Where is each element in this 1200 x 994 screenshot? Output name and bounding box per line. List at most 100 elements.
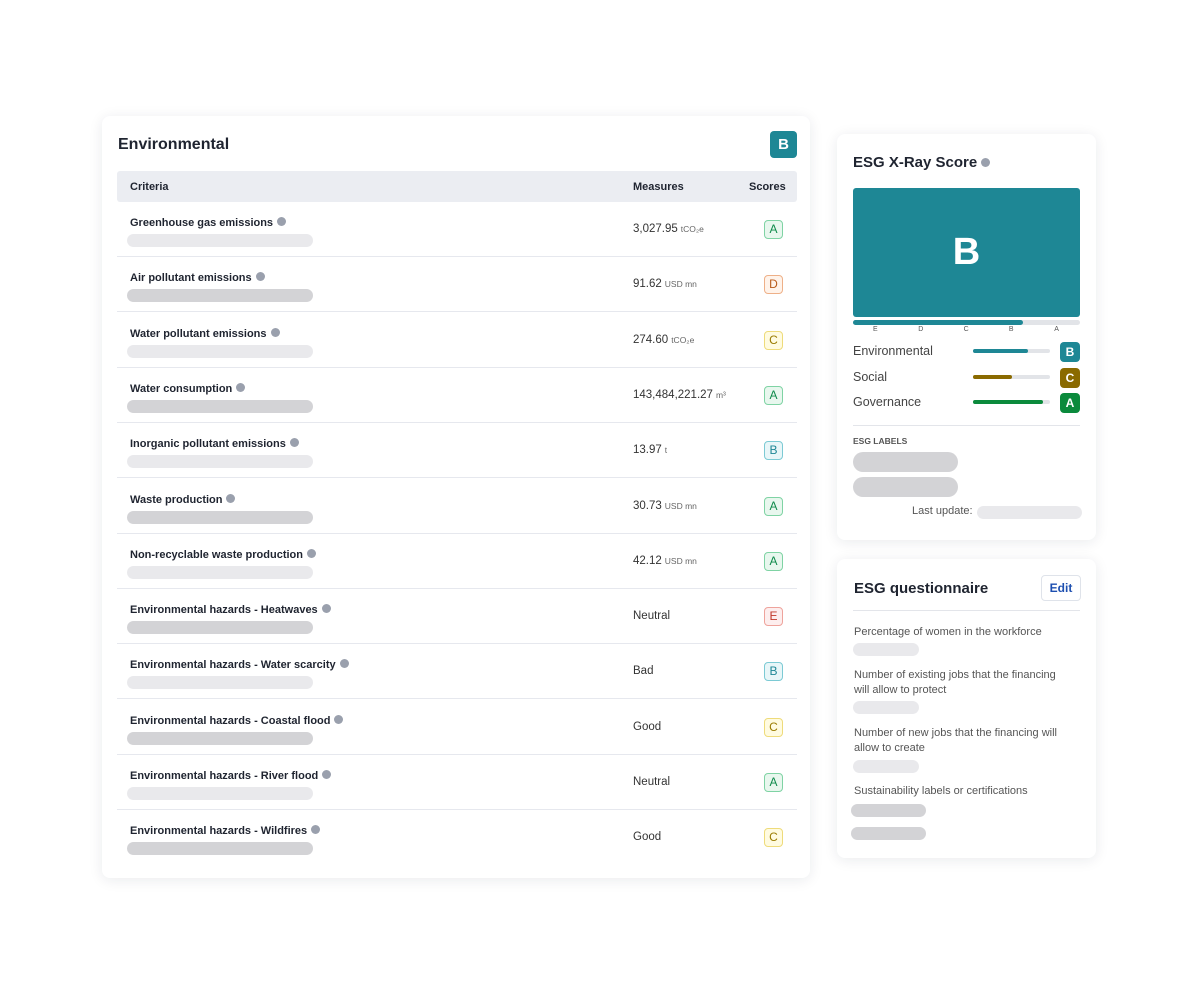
question: Number of new jobs that the financing wi… <box>854 727 1057 754</box>
measure: 13.97 t <box>633 444 668 457</box>
table-row: Environmental hazards - Wildfires Good C <box>117 810 797 865</box>
score-badge: A <box>764 551 783 571</box>
table-row: Waste production 30.73 USD mn A <box>117 479 797 534</box>
table-row: Environmental hazards - Heatwaves Neutral… <box>117 589 797 645</box>
info-icon <box>981 158 991 167</box>
pillar-grade: B <box>1060 342 1080 362</box>
placeholder <box>853 477 958 497</box>
pillar-fill <box>973 400 1044 404</box>
table-row: Inorganic pollutant emissions 13.97 t B <box>117 423 797 479</box>
placeholder <box>127 676 313 690</box>
scale-label: D <box>918 326 924 333</box>
column-header: Scores <box>749 181 786 193</box>
criterion: Environmental hazards - Coastal flood <box>130 714 344 727</box>
score-badge: C <box>764 717 783 737</box>
edit-button[interactable]: Edit <box>1041 575 1081 601</box>
unit: tCO₂e <box>680 224 704 234</box>
criterion: Environmental hazards - Heatwaves <box>130 604 331 616</box>
score-badge: C <box>764 828 783 848</box>
table-row: Non-recyclable waste production 42.12 USD … <box>117 534 797 589</box>
info-icon <box>255 272 265 282</box>
info-icon <box>289 438 299 448</box>
question: Sustainability labels or certifications <box>854 785 1028 797</box>
measure: Neutral <box>633 610 671 623</box>
unit: t <box>664 445 668 456</box>
measure: Good <box>633 720 662 733</box>
placeholder <box>853 452 958 472</box>
pillar-grade: C <box>1060 367 1080 388</box>
pillar-name: Social <box>853 369 888 384</box>
info-icon <box>226 493 236 503</box>
unit: tCO₂e <box>671 334 695 345</box>
pillar-track <box>973 374 1050 379</box>
section-label: ESG LABELS <box>853 436 908 446</box>
placeholder <box>127 621 313 635</box>
unit: USD mn <box>664 279 697 290</box>
pillar-name: Environmental <box>853 344 933 358</box>
info-icon <box>322 770 332 779</box>
placeholder <box>127 455 313 469</box>
criterion: Environmental hazards - Wildfires <box>130 825 321 837</box>
pillar-name: Governance <box>853 395 922 409</box>
score-badge: E <box>764 607 783 627</box>
score-badge: A <box>764 220 783 239</box>
placeholder <box>127 234 313 247</box>
placeholder <box>127 842 313 856</box>
table-row: Environmental hazards - Water scarcity Ba… <box>117 644 797 700</box>
score-badge: A <box>764 496 783 516</box>
placeholder <box>127 510 313 524</box>
score-badge: C <box>764 330 783 350</box>
criterion: Inorganic pollutant emissions <box>130 438 299 450</box>
score-box: B <box>853 188 1080 317</box>
last-update: Last update: <box>912 505 973 517</box>
unit: USD mn <box>664 555 697 566</box>
score-badge: B <box>764 662 783 682</box>
criterion: Water pollutant emissions <box>130 327 280 340</box>
measure: Neutral <box>633 776 671 788</box>
pillar-track <box>973 400 1050 404</box>
measure: 30.73 USD mn <box>633 499 697 512</box>
criterion: Greenhouse gas emissions <box>130 217 287 229</box>
unit: m³ <box>715 389 726 400</box>
placeholder <box>127 399 313 413</box>
column-header: Measures <box>633 181 684 193</box>
unit: USD mn <box>664 500 697 511</box>
score-badge: A <box>764 385 783 405</box>
separator <box>853 425 1080 426</box>
placeholder <box>127 731 313 745</box>
grade-badge: B <box>770 131 797 158</box>
score-badge: A <box>764 773 783 792</box>
column-header: Criteria <box>130 181 169 193</box>
placeholder <box>127 787 313 800</box>
measure: Good <box>633 831 662 844</box>
environmental-card: Environmental B Criteria Measures Scores Gree… <box>102 116 810 878</box>
info-icon <box>270 327 280 337</box>
table-row: Water pollutant emissions 274.60 tCO₂e C <box>117 313 797 368</box>
criterion: Non-recyclable waste production <box>130 548 316 561</box>
xray-card: ESG X-Ray Score B E D C B A Environmental B Socia… <box>837 134 1096 540</box>
measure: 274.60 tCO₂e <box>633 333 695 346</box>
table-row: Water consumption 143,484,221.27 m³ A <box>117 368 797 423</box>
criterion: Environmental hazards - River flood <box>130 770 332 782</box>
measure: 143,484,221.27 m³ <box>633 388 726 401</box>
info-icon <box>334 714 344 724</box>
measure: Bad <box>633 665 654 678</box>
card-title: ESG questionnaire <box>854 580 989 597</box>
card-title: ESG X-Ray Score <box>853 154 991 171</box>
info-icon <box>339 659 349 669</box>
placeholder <box>853 760 919 773</box>
scale-label: B <box>1008 326 1014 333</box>
measure: 91.62 USD mn <box>633 278 697 291</box>
table-row: Greenhouse gas emissions 3,027.95 tCO₂e A <box>117 202 797 257</box>
pillar-track <box>973 349 1050 353</box>
questionnaire-card: ESG questionnaire Edit Percentage of women… <box>837 559 1096 858</box>
scale-label: A <box>1054 326 1059 333</box>
measure: 3,027.95 tCO₂e <box>633 223 704 235</box>
table-row: Environmental hazards - River flood Neutr… <box>117 755 797 810</box>
placeholder <box>853 701 919 714</box>
gauge-track <box>853 320 1080 325</box>
score-badge: D <box>764 275 783 295</box>
pillar-fill <box>973 374 1013 379</box>
scale-label: E <box>873 326 878 333</box>
